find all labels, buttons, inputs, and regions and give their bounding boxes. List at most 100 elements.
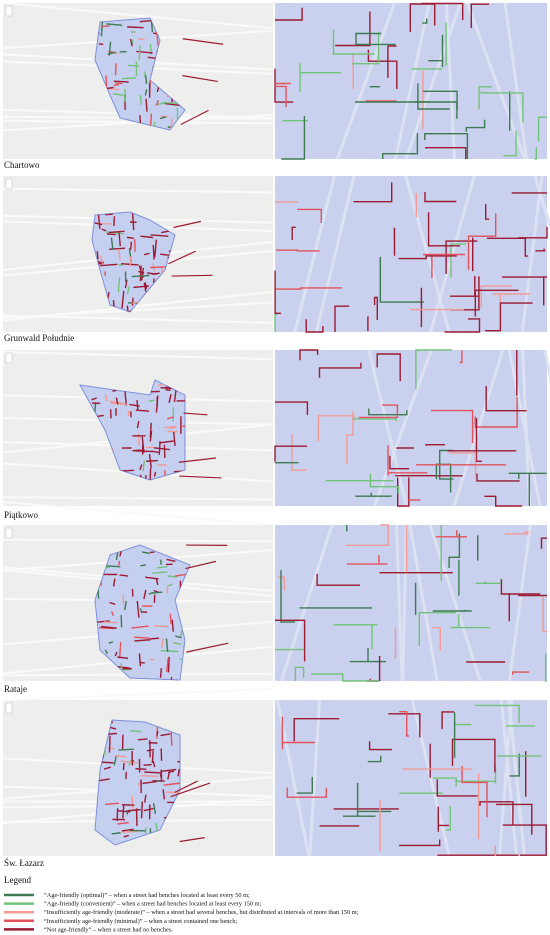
- street: [108, 230, 125, 234]
- street: [437, 806, 449, 832]
- street: [121, 77, 137, 80]
- street: [138, 265, 142, 272]
- street: [155, 99, 159, 106]
- street: [291, 226, 296, 240]
- street: [425, 444, 445, 446]
- street: [296, 776, 313, 794]
- street: [409, 3, 436, 32]
- street: [177, 768, 180, 777]
- street: [274, 68, 294, 103]
- street: [150, 266, 167, 269]
- street: [159, 116, 167, 120]
- street: [485, 204, 490, 220]
- street: [109, 400, 124, 404]
- street: [318, 362, 362, 378]
- district-name: Grunwald Południe: [4, 333, 74, 343]
- street: [540, 537, 547, 549]
- street: [502, 824, 547, 856]
- zoom-map: [275, 176, 547, 332]
- street: [113, 83, 120, 87]
- street: [115, 397, 119, 405]
- street: [450, 276, 480, 297]
- street: [156, 565, 168, 569]
- street: [367, 755, 382, 763]
- street: [142, 460, 145, 472]
- street: [475, 418, 482, 462]
- street: [109, 247, 126, 251]
- street: [137, 780, 141, 786]
- street: [165, 388, 171, 392]
- street: [286, 787, 327, 798]
- street: [173, 389, 177, 403]
- street: [509, 753, 520, 777]
- street: [343, 782, 376, 817]
- street: [446, 805, 451, 831]
- street: [171, 619, 174, 632]
- street: [444, 318, 481, 333]
- street: [432, 777, 457, 787]
- street: [139, 608, 143, 614]
- street: [182, 38, 224, 45]
- district-name: Piątkowo: [4, 510, 39, 520]
- street: [139, 464, 143, 471]
- street: [122, 594, 125, 605]
- street: [355, 492, 392, 497]
- street: [148, 399, 155, 402]
- street: [346, 555, 388, 565]
- street: [111, 611, 115, 616]
- street: [160, 768, 177, 773]
- street: [105, 802, 120, 806]
- road: [465, 2, 527, 160]
- street: [103, 750, 107, 755]
- street: [479, 801, 514, 825]
- legend-label: “Age-friendly (optimal)” – when a street…: [44, 892, 250, 899]
- street: [105, 75, 108, 90]
- street: [131, 297, 134, 306]
- district-name: Chartowo: [4, 160, 40, 170]
- street: [145, 98, 148, 112]
- road: [2, 187, 274, 194]
- street: [156, 730, 159, 736]
- street: [179, 475, 222, 479]
- street: [311, 673, 380, 682]
- street: [476, 473, 520, 482]
- street: [518, 226, 548, 239]
- street: [140, 774, 159, 778]
- street: [114, 755, 127, 758]
- street: [398, 255, 457, 260]
- zoom-streets: [274, 182, 548, 333]
- legend-label: “Insufficiently age-friendly (moderate)”…: [44, 909, 359, 916]
- street: [346, 411, 354, 465]
- zoom-streets: [274, 349, 547, 507]
- street: [478, 86, 492, 110]
- street: [367, 49, 398, 89]
- road: [408, 524, 439, 682]
- road: [503, 2, 529, 160]
- road: [2, 2, 274, 30]
- street: [110, 237, 114, 250]
- street: [474, 289, 519, 317]
- street: [162, 101, 180, 105]
- road: [394, 524, 404, 682]
- street: [152, 245, 155, 260]
- street: [333, 624, 378, 650]
- street: [305, 319, 324, 333]
- street: [275, 7, 303, 21]
- street: [424, 192, 457, 203]
- street: [144, 771, 162, 774]
- district-name: Rataje: [4, 684, 27, 694]
- street: [508, 472, 547, 479]
- street: [166, 586, 169, 594]
- street: [152, 278, 155, 283]
- street: [174, 573, 187, 577]
- street: [153, 625, 169, 628]
- street: [335, 11, 371, 47]
- street: [152, 760, 156, 768]
- street: [299, 349, 319, 361]
- street: [291, 434, 307, 471]
- zoom-control: [5, 352, 13, 364]
- street: [358, 404, 399, 419]
- street: [118, 560, 121, 566]
- street: [159, 440, 174, 444]
- street: [113, 80, 129, 83]
